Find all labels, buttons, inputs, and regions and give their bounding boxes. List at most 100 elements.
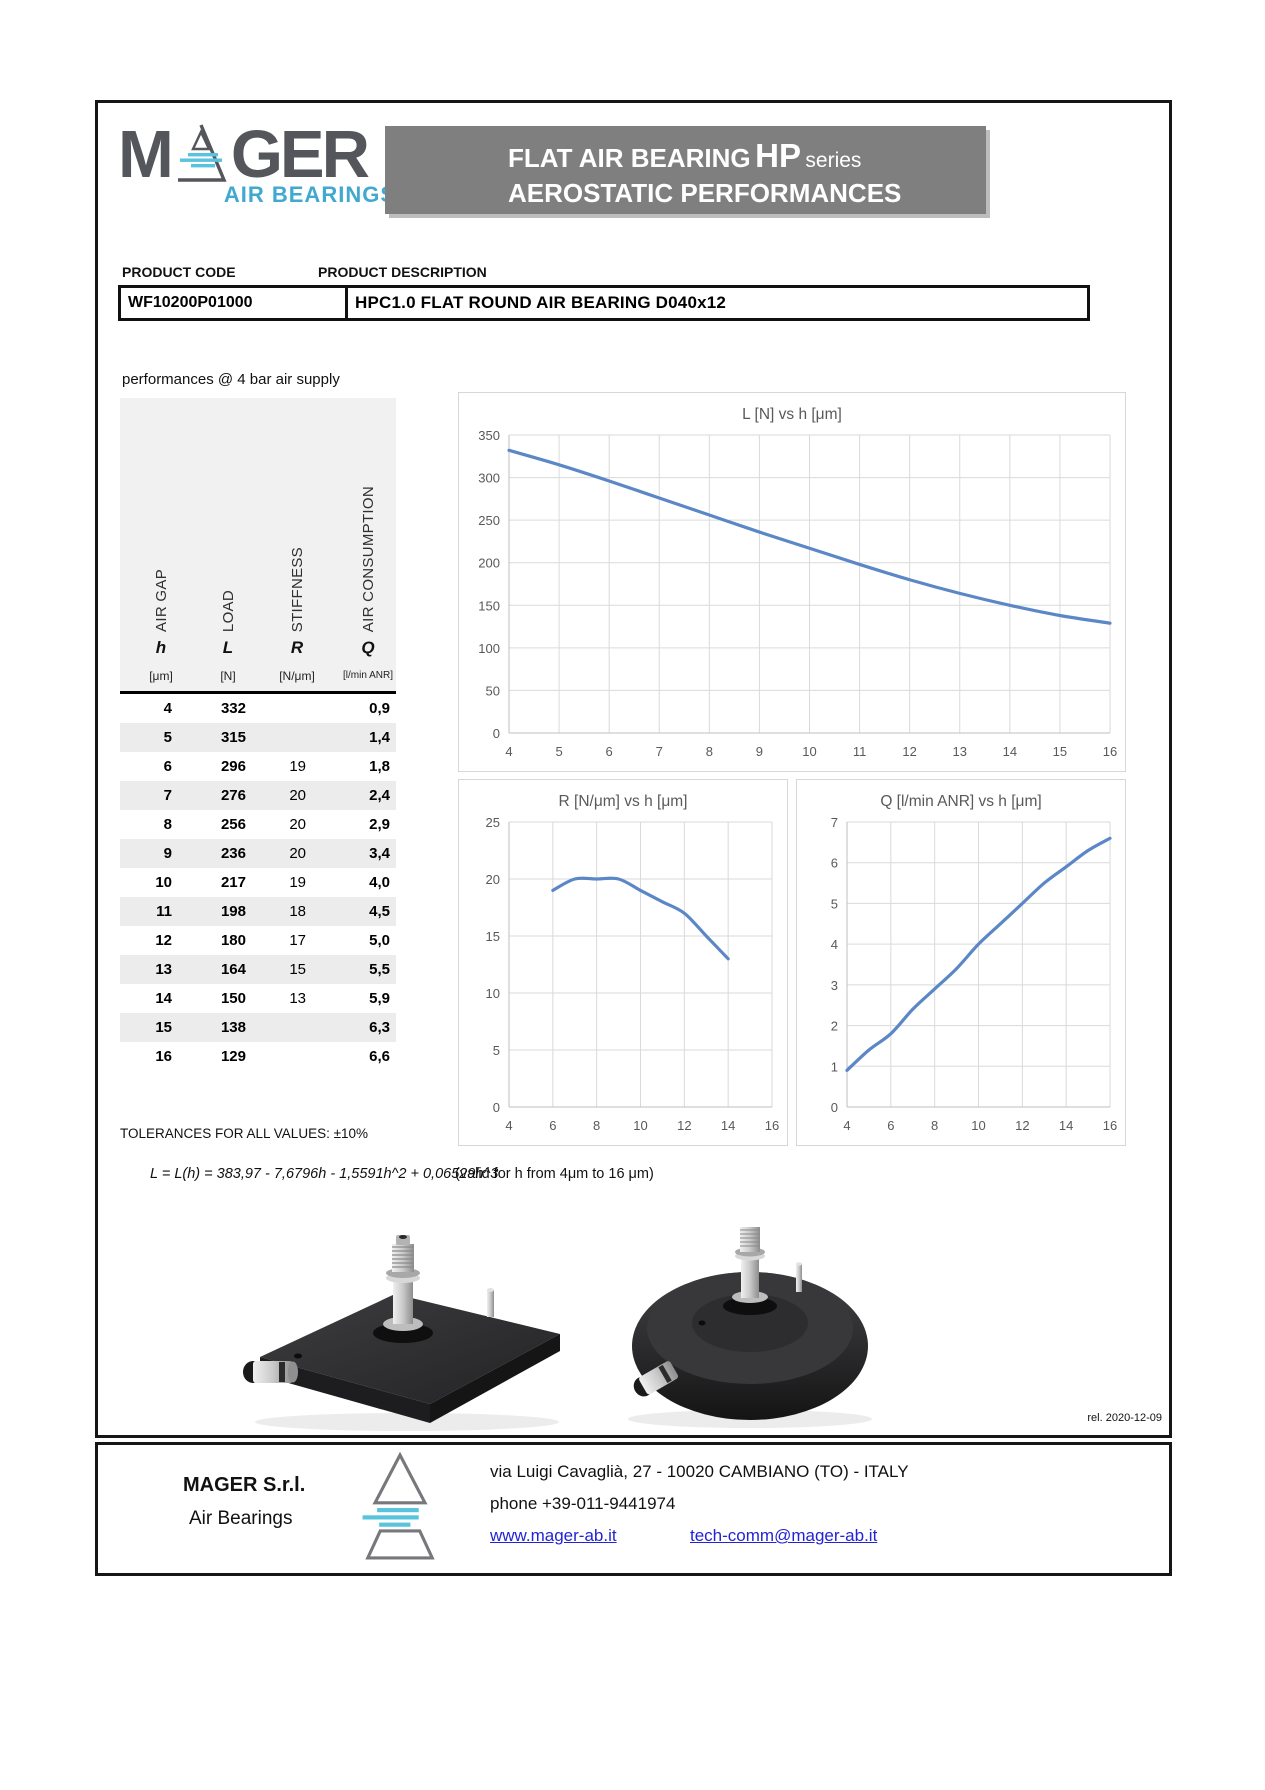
banner-title-hp: HP: [755, 137, 801, 174]
svg-text:5: 5: [493, 1043, 500, 1058]
table-row: 10 217 19 4,0: [155, 874, 390, 891]
svg-text:11: 11: [853, 744, 867, 759]
svg-text:6: 6: [549, 1118, 556, 1133]
svg-text:200: 200: [478, 556, 500, 571]
footer-phone: phone +39-011-9441974: [490, 1494, 676, 1513]
svg-text:16: 16: [1103, 744, 1117, 759]
main-frame: [95, 100, 1172, 1438]
brand-logo: M GER AIR BEARINGS: [118, 117, 398, 208]
load-chart: 4 5 6 7 8 9 10 11 12 13 14 15 16 0 50 100 150 200 250 300 35…: [458, 392, 1126, 772]
performance-table-body: 4 332 0,9 5 315 1,4 6 296 19 1,8 7 276 20 2,4 8 256 20 2,…: [120, 694, 396, 1071]
svg-text:20: 20: [486, 872, 500, 887]
brand-subtitle: AIR BEARINGS: [223, 182, 396, 207]
banner-title-line: FLAT AIR BEARING HP series: [508, 137, 986, 175]
product-code-label: PRODUCT CODE: [122, 264, 236, 280]
svg-text:16: 16: [765, 1118, 779, 1133]
svg-text:8: 8: [931, 1118, 938, 1133]
load-formula: L = L(h) = 383,97 - 7,6796h - 1,5591h^2 …: [150, 1166, 499, 1182]
load-chart-title: L [N] vs h [μm]: [742, 406, 842, 423]
stiffness-chart: 4 6 8 10 12 14 16 0 5 10 15 20 25 R [N/μm] vs h [μm]: [458, 779, 788, 1146]
svg-text:1: 1: [831, 1059, 838, 1074]
consumption-chart-plot: 4 6 8 10 12 14 16 0 1 2 3 4 5 6 7: [797, 780, 1125, 1145]
svg-text:7: 7: [831, 815, 838, 830]
stiffness-chart-title: R [N/μm] vs h [μm]: [558, 793, 688, 810]
load-chart-plot: 4 5 6 7 8 9 10 11 12 13 14 15 16 0 50 100 150 200 250 300 35…: [459, 393, 1125, 771]
column-header-stiffness: STIFFNESS R [N/μm]: [279, 546, 315, 683]
svg-text:12: 12: [677, 1118, 691, 1133]
svg-text:10: 10: [486, 986, 500, 1001]
footer-frame: [95, 1442, 1172, 1576]
performance-table-header: AIR GAP h [μm] LOAD L [N] STIFFNESS R [N…: [120, 398, 396, 694]
svg-text:14: 14: [1059, 1118, 1073, 1133]
footer-email-link[interactable]: tech-comm@mager-ab.it: [690, 1526, 878, 1545]
footer-logo-triangle-icon: [362, 1451, 435, 1560]
svg-text:6: 6: [831, 856, 838, 871]
svg-text:3: 3: [831, 978, 838, 993]
banner-subtitle: AEROSTATIC PERFORMANCES: [508, 178, 902, 208]
svg-text:16: 16: [1103, 1118, 1117, 1133]
svg-text:10: 10: [971, 1118, 985, 1133]
product-description-value: HPC1.0 FLAT ROUND AIR BEARING D040x12: [355, 293, 727, 312]
product-photo-round: [628, 1227, 872, 1428]
column-header-air-gap: AIR GAP h [μm]: [149, 569, 173, 683]
svg-text:5: 5: [831, 896, 838, 911]
table-row: 16 129 6,6: [155, 1048, 390, 1065]
product-identity-box: WF10200P01000 HPC1.0 FLAT ROUND AIR BEAR…: [118, 285, 1090, 321]
svg-text:5: 5: [555, 744, 562, 759]
product-code-value: WF10200P01000: [121, 288, 348, 318]
svg-text:12: 12: [1015, 1118, 1029, 1133]
svg-text:8: 8: [706, 744, 713, 759]
footer-company-name: MAGER S.r.l.: [183, 1474, 306, 1496]
table-row: 11 198 18 4,5: [120, 897, 396, 926]
svg-text:50: 50: [486, 683, 500, 698]
table-row: 7 276 20 2,4: [120, 781, 396, 810]
svg-text:6: 6: [606, 744, 613, 759]
svg-text:25: 25: [486, 815, 500, 830]
table-row: 5 315 1,4: [120, 723, 396, 752]
svg-text:13: 13: [953, 744, 967, 759]
performance-table: AIR GAP h [μm] LOAD L [N] STIFFNESS R [N…: [120, 398, 396, 1071]
svg-text:14: 14: [1003, 744, 1017, 759]
svg-text:300: 300: [478, 471, 500, 486]
product-description-label: PRODUCT DESCRIPTION: [318, 264, 487, 280]
table-row: 15 138 6,3: [120, 1013, 396, 1042]
svg-text:15: 15: [1053, 744, 1067, 759]
footer-website-link[interactable]: www.mager-ab.it: [490, 1526, 617, 1545]
svg-text:0: 0: [831, 1100, 838, 1115]
table-row: 4 332 0,9: [163, 700, 390, 717]
tolerances-note: TOLERANCES FOR ALL VALUES: ±10%: [120, 1126, 369, 1141]
svg-text:7: 7: [656, 744, 663, 759]
performance-caption: performances @ 4 bar air supply: [122, 371, 340, 388]
footer-address: via Luigi Cavaglià, 27 - 10020 CAMBIANO …: [490, 1462, 909, 1481]
formula-validity-note: (valid for h from 4μm to 16 μm): [455, 1166, 654, 1182]
footer-company-subtitle: Air Bearings: [189, 1508, 293, 1529]
svg-text:100: 100: [478, 641, 500, 656]
consumption-chart: 4 6 8 10 12 14 16 0 1 2 3 4 5 6 7 Q [l/min ANR] vs h […: [796, 779, 1126, 1146]
table-row: 12 180 17 5,0: [155, 932, 390, 949]
svg-text:4: 4: [505, 1118, 512, 1133]
svg-text:0: 0: [493, 726, 500, 741]
svg-text:8: 8: [593, 1118, 600, 1133]
svg-text:150: 150: [478, 598, 500, 613]
table-row: 8 256 20 2,9: [163, 816, 390, 833]
release-date: rel. 2020-12-09: [1087, 1412, 1162, 1424]
svg-text:0: 0: [493, 1100, 500, 1115]
stiffness-chart-plot: 4 6 8 10 12 14 16 0 5 10 15 20 25: [459, 780, 787, 1145]
svg-text:9: 9: [756, 744, 763, 759]
title-banner: FLAT AIR BEARING HP series AEROSTATIC PE…: [385, 126, 986, 214]
table-row: 9 236 20 3,4: [120, 839, 396, 868]
table-row: 13 164 15 5,5: [120, 955, 396, 984]
brand-letters-ger: GER: [230, 117, 370, 192]
product-photo-rectangular: [243, 1235, 560, 1431]
svg-text:6: 6: [887, 1118, 894, 1133]
svg-text:12: 12: [902, 744, 916, 759]
brand-letter-m: M: [118, 117, 174, 192]
table-row: 14 150 13 5,9: [155, 990, 390, 1007]
column-header-load: LOAD L [N]: [219, 589, 237, 683]
svg-text:15: 15: [486, 929, 500, 944]
svg-text:350: 350: [478, 428, 500, 443]
column-header-air-consumption: AIR CONSUMPTION Q [l/min ANR]: [342, 485, 393, 681]
svg-text:10: 10: [633, 1118, 647, 1133]
svg-text:4: 4: [831, 937, 838, 952]
